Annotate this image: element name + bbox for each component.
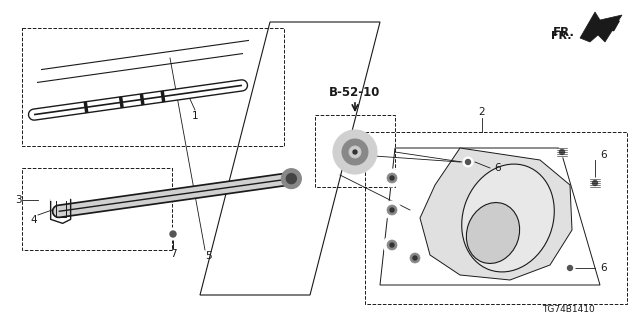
- Text: 4: 4: [31, 215, 37, 225]
- Text: 6: 6: [600, 150, 607, 160]
- Bar: [22, 28, 284, 146]
- Text: FR.: FR.: [552, 31, 572, 41]
- Circle shape: [333, 130, 377, 174]
- Text: 3: 3: [15, 195, 21, 205]
- Text: FR.: FR.: [553, 26, 575, 38]
- Text: B-52-10: B-52-10: [330, 85, 381, 99]
- Circle shape: [406, 249, 424, 267]
- Circle shape: [559, 149, 564, 155]
- Circle shape: [349, 146, 361, 158]
- Polygon shape: [580, 12, 622, 42]
- Circle shape: [383, 201, 401, 219]
- Circle shape: [390, 243, 394, 247]
- Text: TG74B1410: TG74B1410: [541, 306, 595, 315]
- Ellipse shape: [467, 203, 520, 263]
- Bar: [315, 115, 395, 187]
- Circle shape: [557, 147, 567, 157]
- Text: 6: 6: [600, 263, 607, 273]
- Circle shape: [568, 266, 573, 270]
- Circle shape: [286, 174, 296, 184]
- Circle shape: [353, 150, 357, 154]
- Circle shape: [170, 231, 176, 237]
- Circle shape: [167, 228, 179, 240]
- Text: 6: 6: [494, 163, 500, 173]
- Circle shape: [590, 178, 600, 188]
- Circle shape: [383, 169, 401, 187]
- Text: 2: 2: [479, 107, 485, 117]
- Polygon shape: [420, 148, 572, 280]
- Circle shape: [383, 236, 401, 254]
- Text: 1: 1: [192, 111, 198, 121]
- Circle shape: [465, 159, 470, 164]
- Circle shape: [390, 176, 394, 180]
- Circle shape: [463, 157, 473, 167]
- Ellipse shape: [461, 164, 554, 272]
- Bar: [22, 168, 172, 250]
- Circle shape: [390, 208, 394, 212]
- Circle shape: [342, 139, 368, 165]
- Circle shape: [387, 205, 397, 215]
- Circle shape: [282, 169, 301, 189]
- Text: 7: 7: [170, 249, 176, 259]
- Circle shape: [565, 263, 575, 273]
- Circle shape: [593, 180, 598, 186]
- Circle shape: [387, 240, 397, 250]
- Circle shape: [413, 256, 417, 260]
- Circle shape: [387, 173, 397, 183]
- Bar: [365, 132, 627, 304]
- Circle shape: [410, 253, 420, 263]
- Text: 5: 5: [205, 251, 211, 261]
